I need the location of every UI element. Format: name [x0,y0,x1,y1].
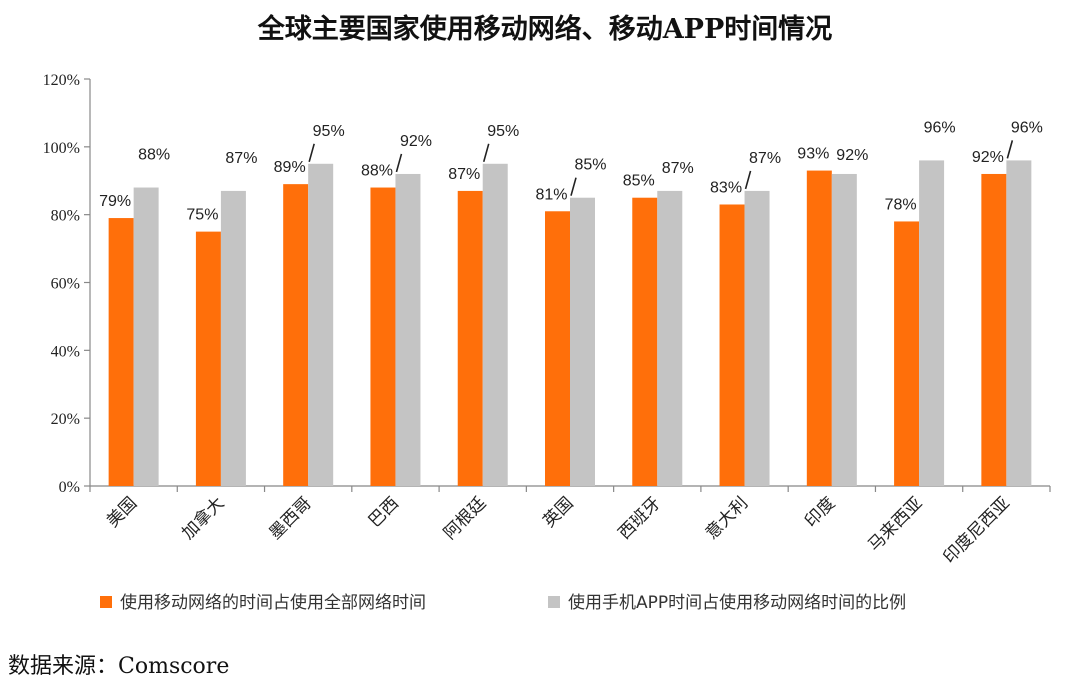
category-label: 英国 [539,493,577,531]
data-label-series-2: 87% [749,150,781,167]
data-label-series-2: 95% [487,123,519,140]
y-tick-label: 40% [51,343,80,360]
legend: 使用移动网络的时间占使用全部网络时间 使用手机APP时间占使用移动网络时间的比例 [100,592,906,613]
data-label-series-1: 78% [885,196,917,213]
data-label-series-2: 95% [313,123,345,140]
y-tick-label: 120% [43,72,80,89]
data-label-series-2: 87% [225,150,257,167]
data-label-series-2: 96% [1011,119,1043,136]
source-note: 数据来源：Comscore [8,654,230,679]
data-label-series-2: 92% [836,147,868,164]
y-tick-label: 80% [51,208,80,225]
category-label: 西班牙 [615,493,665,543]
bar-series-2 [744,190,770,487]
data-label-series-1: 79% [99,193,131,210]
category-label: 马来西亚 [864,493,926,555]
legend-label-1: 使用移动网络的时间占使用全部网络时间 [120,592,426,613]
y-tick-label: 60% [51,276,80,293]
leader-lines [308,140,1014,196]
legend-label-2: 使用手机APP时间占使用移动网络时间的比例 [568,592,906,613]
y-tick-label: 0% [59,479,80,496]
bar-series-2 [308,163,334,486]
category-label: 巴西 [365,493,403,531]
category-labels: 美国 加拿大 墨西哥 巴西 阿根廷 英国 西班牙 意大利 印度 马来西亚 印度尼西亚 [103,493,1014,568]
data-labels: 79% 88% 75% 87% 89% 95% 88% 92% 87% 95% 81% 85% 85% 8… [99,119,1043,223]
bars [108,160,1032,487]
bar-series-2 [919,160,945,486]
bar-series-1 [806,170,832,486]
label-leader-line [395,153,403,173]
category-label: 阿根廷 [440,493,490,543]
data-label-series-1: 81% [535,186,567,203]
data-label-series-2: 87% [662,160,694,177]
data-label-series-1: 75% [186,207,218,224]
data-label-series-1: 85% [623,173,655,190]
data-label-series-1: 93% [797,146,829,163]
bar-series-1 [981,173,1007,486]
bar-series-2 [831,173,857,486]
data-label-series-2: 88% [138,147,170,164]
bar-series-2 [1006,160,1032,486]
label-leader-line [482,143,490,163]
bar-series-1 [283,184,309,486]
chart-title: 全球主要国家使用移动网络、移动APP时间情况 [257,13,833,45]
bar-series-2 [657,190,683,487]
bar-series-1 [719,204,745,486]
category-label: 墨西哥 [266,493,316,543]
bar-series-2 [395,173,421,486]
category-label: 美国 [103,493,141,531]
data-label-series-1: 89% [274,159,306,176]
label-leader-line [1006,140,1014,159]
bar-series-1 [545,211,570,486]
data-label-series-2: 92% [400,133,432,150]
data-label-series-1: 83% [710,179,742,196]
bar-series-1 [457,190,483,487]
data-label-series-2: 96% [924,119,956,136]
y-tick-label: 20% [51,411,80,428]
category-label: 意大利 [702,493,752,543]
legend-swatch-1 [100,596,112,608]
bar-series-2 [570,197,595,487]
category-label: 加拿大 [178,493,229,544]
data-label-series-1: 88% [361,163,393,180]
bar-series-1 [370,187,396,487]
label-leader-line [308,143,315,163]
y-tick-label: 100% [43,140,80,157]
label-leader-line [570,177,577,196]
bar-series-1 [632,197,658,487]
bar-series-2 [220,190,246,487]
axes: 0% 20% 40% 60% 80% 100% 120% [43,72,1051,496]
bar-series-1 [108,218,134,486]
category-label: 印度尼西亚 [940,493,1014,567]
category-label: 印度 [801,493,839,531]
label-leader-line [744,170,752,190]
bar-series-1 [894,221,920,486]
data-label-series-1: 92% [972,149,1004,166]
bar-series-2 [133,187,159,487]
bar-series-2 [482,163,508,486]
data-label-series-2: 85% [574,157,606,174]
legend-swatch-2 [548,596,560,608]
bar-series-1 [195,231,221,486]
data-label-series-1: 87% [448,166,480,183]
